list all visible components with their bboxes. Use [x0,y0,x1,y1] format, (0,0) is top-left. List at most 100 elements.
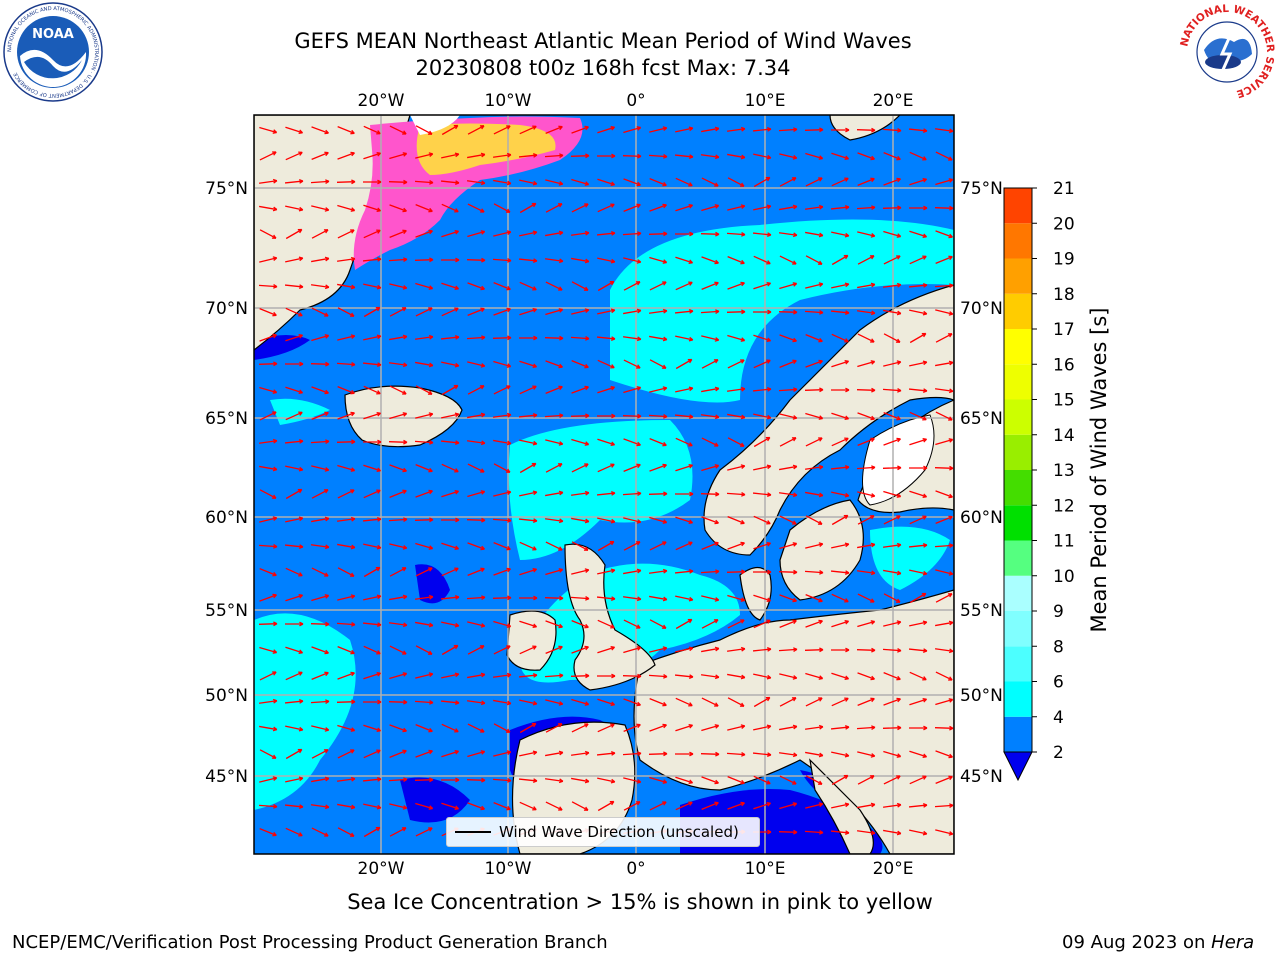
wave-direction-arrow [830,205,850,210]
wave-direction-arrow [805,542,824,549]
wave-direction-arrow [857,177,875,186]
longitude-labels-top: 20°W 10°W 0° 10°E 20°E [358,91,914,111]
wave-direction-arrow [883,593,901,603]
wave-direction-arrow [545,230,564,237]
wave-direction-arrow [727,673,746,680]
wave-direction-arrow [830,465,850,470]
wave-direction-arrow [623,777,642,784]
wave-direction-arrow [727,776,745,785]
colorbar-tick-label: 20 [1053,214,1075,234]
wave-direction-arrow [570,153,590,159]
wave-direction-arrow [623,281,641,291]
lon-label-bottom: 20°W [358,859,405,879]
chart-title: GEFS MEAN Northeast Atlantic Mean Period… [294,29,912,53]
wave-direction-arrow [545,801,563,811]
wave-direction-arrow [441,567,459,577]
wave-direction-arrow [440,440,460,445]
wave-direction-arrow [519,439,538,446]
wave-direction-arrow [675,231,694,237]
wave-direction-arrow [623,517,642,524]
wave-direction-arrow [726,752,746,757]
wave-direction-arrow [389,724,407,733]
wave-direction-arrow [804,647,824,653]
wave-direction-arrow [441,361,460,368]
wave-direction-arrow [856,310,876,316]
wave-direction-arrow [259,229,277,239]
wave-direction-arrow [857,620,876,628]
wave-direction-arrow [518,413,538,418]
wave-direction-arrow [285,126,304,135]
wave-direction-arrow [701,801,719,810]
colorbar-tick-label: 21 [1053,179,1075,199]
wave-direction-arrow [831,127,850,133]
land-great-britain [564,543,656,691]
wave-direction-arrow [519,230,538,237]
wave-direction-arrow [544,595,564,601]
footer-date: 09 Aug 2023 on Hera [1062,932,1255,953]
wave-direction-arrow [649,619,667,629]
wave-direction-arrow [493,385,511,395]
wave-direction-arrow [519,567,538,576]
wave-direction-arrow [649,698,667,707]
wave-direction-arrow [649,126,668,133]
wave-direction-arrow [363,699,382,705]
wave-direction-arrow [467,463,485,473]
wave-direction-arrow [493,439,512,446]
wave-direction-arrow [492,335,512,341]
land-denmark [739,566,772,621]
wave-direction-arrow [883,490,902,498]
wave-direction-arrow [805,697,823,707]
wave-direction-arrow [727,801,745,810]
wave-direction-arrow [311,489,329,499]
wave-direction-arrow [856,830,876,836]
wave-direction-arrow [259,646,278,654]
wave-direction-arrow [441,152,460,159]
wave-direction-arrow [467,230,486,238]
wave-direction-arrow [753,204,772,211]
wave-direction-arrow [649,801,667,811]
wave-direction-arrow [623,463,641,472]
wave-direction-arrow [545,179,564,186]
wave-direction-arrow [310,699,330,704]
wave-direction-arrow [597,777,616,784]
nws-logo: NATIONAL WEATHER SERVICE [1178,3,1276,100]
wave-direction-arrow [805,491,824,498]
wave-direction-arrow [493,179,512,186]
wave-direction-arrow [934,543,954,548]
wave-direction-arrow [675,281,693,291]
wave-direction-arrow [857,593,875,603]
wave-direction-arrow [623,308,642,315]
wave-direction-arrow [259,205,278,212]
wave-direction-arrow [804,387,824,393]
wave-direction-arrow [597,723,615,733]
colorbar-segment [1004,646,1032,682]
footer-credit: NCEP/EMC/Verification Post Processing Pr… [12,932,608,953]
wave-direction-arrow [389,543,408,550]
wave-direction-arrow [597,385,616,394]
wave-direction-arrow [700,309,720,314]
wave-direction-arrow [597,438,616,447]
wave-direction-arrow [415,802,434,810]
wave-direction-arrow [389,229,407,238]
wave-direction-arrow [753,255,771,265]
noaa-logo: NOAA NATIONAL OCEANIC AND ATMOSPHERIC AD… [3,2,103,102]
wave-direction-arrow [883,333,901,343]
wave-direction-arrow [285,593,304,602]
wave-direction-arrow [493,307,511,316]
wave-direction-arrow [259,725,278,732]
wave-direction-arrow [831,751,850,758]
wave-direction-arrow [909,255,927,265]
wave-direction-arrow [259,151,277,161]
wave-direction-arrow [779,542,798,550]
wave-direction-arrow [285,776,304,783]
colorbar-tick-label: 14 [1053,426,1075,446]
wave-direction-arrow [675,463,694,472]
wave-direction-arrow [779,619,797,628]
wave-direction-arrow [363,464,382,473]
colorbar-tick-label: 9 [1053,602,1064,622]
wave-direction-arrow [753,176,771,188]
longitude-labels-bottom: 20°W 10°W 0° 10°E 20°E [358,859,914,879]
wave-direction-arrow [649,463,667,472]
wave-direction-arrow [285,646,304,655]
wave-direction-arrow [415,489,433,498]
